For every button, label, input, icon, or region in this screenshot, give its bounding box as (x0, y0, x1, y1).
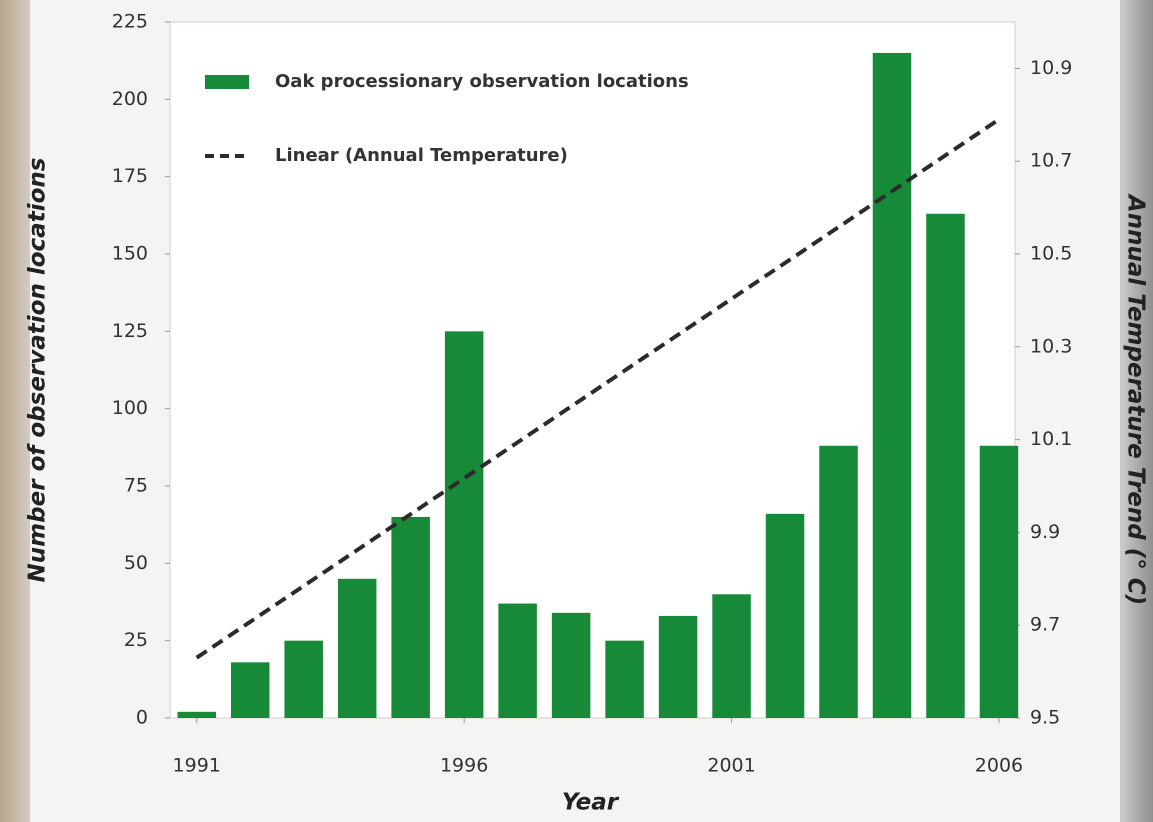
y-tick-label: 150 (112, 243, 148, 265)
bar (177, 711, 216, 718)
bar (979, 445, 1019, 718)
x-tick-label: 1991 (173, 755, 221, 777)
y2-tick-label: 10.7 (1030, 150, 1072, 172)
x-tick-label: 2001 (707, 755, 755, 777)
trend-line (195, 117, 1001, 660)
legend-label-box: Linear (Annual Temperature) (275, 145, 568, 166)
y-tick-label: 225 (112, 11, 148, 33)
legend-swatch (205, 75, 249, 89)
y2-tick-label: 10.9 (1030, 57, 1072, 79)
bar (551, 612, 591, 718)
bar (230, 662, 270, 718)
legend-label: Linear (Annual Temperature) (275, 145, 568, 166)
y2-tick-label: 9.7 (1030, 614, 1060, 636)
bar (337, 578, 377, 718)
bar (658, 615, 698, 718)
bar (712, 594, 751, 718)
bar (498, 603, 537, 718)
x-tick-label: 2006 (975, 755, 1023, 777)
bar (605, 640, 644, 718)
y-tick-label: 75 (124, 475, 148, 497)
y-axis-title: Number of observation locations (25, 158, 51, 583)
y-tick-label: 175 (112, 165, 148, 187)
y2-tick-label: 10.5 (1030, 243, 1072, 265)
bar (765, 513, 805, 718)
y-tick-label: 200 (112, 88, 148, 110)
y2-tick-label: 10.1 (1030, 428, 1072, 450)
bar (284, 640, 323, 718)
bar (444, 331, 484, 718)
y-tick-label: 100 (112, 397, 148, 419)
y-tick-label: 25 (124, 629, 148, 651)
y-tick-label: 0 (136, 707, 148, 729)
legend-label-box: Oak processionary observation locations (275, 71, 689, 92)
bar (926, 213, 965, 718)
y-tick-label: 50 (124, 552, 148, 574)
bar (819, 445, 858, 718)
y-tick-label: 125 (112, 320, 148, 342)
x-axis-title: Year (562, 790, 620, 816)
y2-axis-title: Annual Temperature Trend (° C) (1123, 193, 1149, 605)
y2-tick-label: 10.3 (1030, 335, 1072, 357)
y2-tick-label: 9.5 (1030, 707, 1060, 729)
x-tick-label: 1996 (440, 755, 488, 777)
bar (391, 516, 430, 718)
legend: Oak processionary observation locations L… (205, 71, 689, 166)
bar (872, 52, 912, 718)
legend-label: Oak processionary observation locations (275, 71, 689, 92)
y2-tick-label: 9.9 (1030, 521, 1060, 543)
